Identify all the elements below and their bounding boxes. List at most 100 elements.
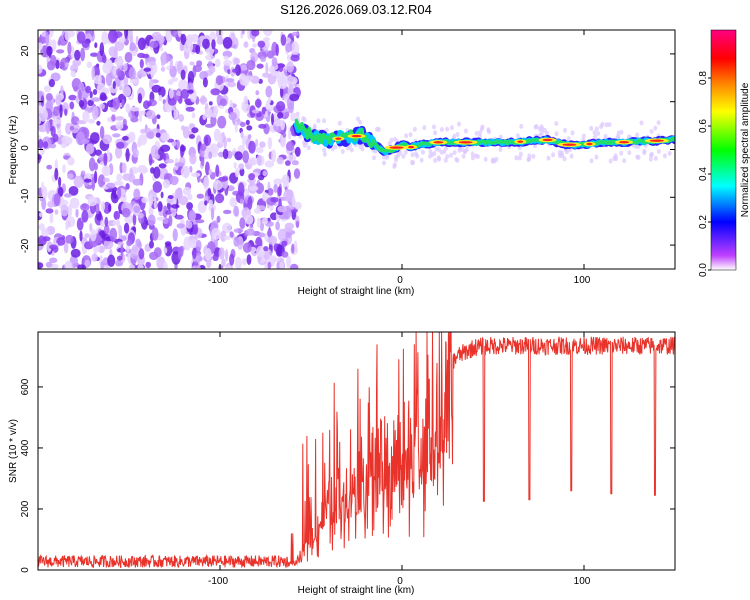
noise-blob [216,94,221,106]
noise-blob [49,244,58,250]
noise-blob [275,101,286,112]
noise-blob [86,61,93,69]
noise-blob [138,134,148,146]
noise-blob [222,148,229,160]
track-halo [483,156,488,162]
noise-blob [91,105,99,120]
noise-blob [103,239,114,250]
noise-blob [227,69,231,75]
noise-blob [76,31,86,44]
noise-blob [286,189,294,202]
noise-blob [162,153,167,161]
noise-blob [97,174,106,188]
noise-blob [157,201,163,212]
track-halo [372,155,376,161]
noise-blob [81,203,88,209]
noise-blob [121,162,127,174]
noise-blob [215,193,225,204]
noise-blob [126,239,133,246]
track-halo [449,152,454,158]
noise-blob [129,42,136,51]
noise-blob [82,110,90,123]
noise-blob [278,63,284,73]
noise-blob [153,166,161,179]
noise-blob [138,166,149,174]
noise-blob [177,246,182,261]
noise-blob [228,111,237,121]
track-halo [301,116,306,121]
top-ytick-label: 0 [20,145,31,151]
noise-blob [239,217,246,229]
noise-blob [187,89,194,94]
track-halo [498,147,503,152]
noise-blob [270,197,279,203]
noise-blob [84,259,91,268]
track-band-green [294,118,675,153]
noise-blob [221,258,226,268]
noise-blob [252,43,257,48]
noise-blob [70,248,81,258]
noise-blob [122,173,132,181]
noise-blob [156,216,166,221]
noise-blob [63,193,72,198]
noise-blob [55,95,62,106]
noise-blob [207,187,212,197]
noise-blob [47,46,52,51]
noise-blob [195,219,205,224]
noise-blob [162,179,170,189]
noise-blob [195,44,201,55]
noise-blob [291,160,299,166]
noise-blob [132,178,142,186]
track-halo [478,133,483,139]
noise-blob [120,196,125,203]
noise-blob [273,184,279,193]
track-halo [461,153,466,159]
noise-blob [149,240,154,249]
track-halo [295,111,300,117]
noise-blob [80,138,90,145]
noise-blob [208,151,213,160]
noise-blob [149,40,159,49]
noise-blob [102,134,113,145]
noise-blob [103,177,110,183]
noise-blob [50,263,59,269]
noise-blob [191,127,199,134]
track-halo [656,120,661,126]
noise-blob [237,182,245,197]
noise-blob [234,120,238,133]
noise-blob [202,113,207,120]
track-halo [375,126,379,132]
noise-blob [51,39,57,52]
noise-blob [84,233,91,239]
track-halo [554,121,559,126]
noise-blob [112,80,116,90]
noise-blob [137,52,146,59]
noise-blob [112,133,121,138]
noise-blob [179,44,184,52]
noise-blob [284,222,294,230]
noise-blob [291,31,300,37]
track-peak-red [335,137,342,140]
noise-blob [222,50,233,58]
noise-blob [182,126,190,139]
noise-blob [116,218,120,227]
noise-blob [263,246,269,252]
noise-blob [200,95,207,105]
noise-blob [288,130,292,140]
colorbar: 0.0 0.2 0.4 0.6 0.8 Normalized spectral … [698,29,750,277]
noise-blob [160,132,170,142]
noise-blob [258,123,267,129]
noise-blob [243,41,249,48]
noise-blob [123,63,128,72]
track-halo [494,156,499,162]
noise-blob [156,114,161,119]
bottom-x-axis-label: Height of straight line (km) [298,585,415,596]
noise-blob [215,164,220,177]
noise-blob [124,30,129,39]
noise-blob [233,228,244,234]
noise-blob [96,246,101,253]
noise-blob [122,135,129,141]
track-halo [415,153,420,159]
track-halo [427,153,432,159]
noise-blob [125,103,131,113]
